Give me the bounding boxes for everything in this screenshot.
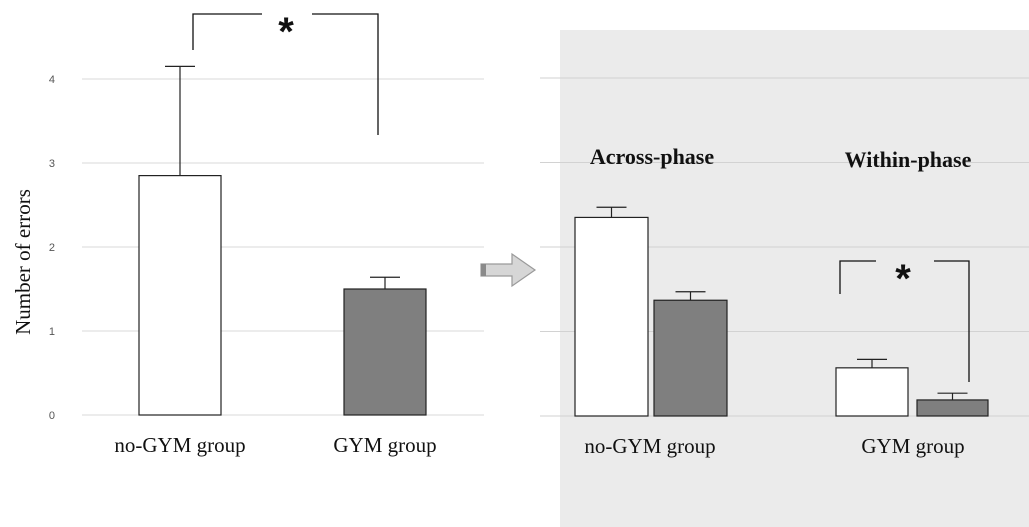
left-category-label-1: GYM group bbox=[333, 433, 436, 457]
within-phase-heading: Within-phase bbox=[845, 147, 972, 172]
across-phase-heading: Across-phase bbox=[590, 144, 715, 169]
left-y-tick-label: 4 bbox=[49, 74, 55, 86]
left-bar bbox=[343, 288, 427, 416]
left-y-tick-labels: 0 1 2 3 4 bbox=[49, 74, 55, 422]
right-bar bbox=[653, 299, 728, 417]
left-y-tick-label: 0 bbox=[49, 410, 55, 422]
y-axis-label: Number of errors bbox=[11, 189, 35, 335]
right-bar bbox=[574, 216, 649, 417]
right-group-label-0: no-GYM group bbox=[584, 434, 715, 458]
right-bar bbox=[835, 367, 909, 417]
right-significance-bracket bbox=[839, 260, 970, 382]
left-category-label-0: no-GYM group bbox=[114, 433, 245, 457]
left-bar bbox=[138, 175, 222, 416]
right-arrow-icon bbox=[480, 252, 537, 288]
left-significance-bracket bbox=[192, 13, 379, 135]
left-bars bbox=[138, 65, 427, 416]
right-group-label-1: GYM group bbox=[861, 434, 964, 458]
left-significance-star: * bbox=[278, 10, 294, 54]
right-significance-star: * bbox=[895, 257, 911, 301]
right-bars bbox=[574, 206, 989, 417]
left-y-tick-label: 2 bbox=[49, 242, 55, 254]
left-y-tick-label: 3 bbox=[49, 158, 55, 170]
left-y-tick-label: 1 bbox=[49, 326, 55, 338]
right-bar bbox=[916, 399, 989, 417]
